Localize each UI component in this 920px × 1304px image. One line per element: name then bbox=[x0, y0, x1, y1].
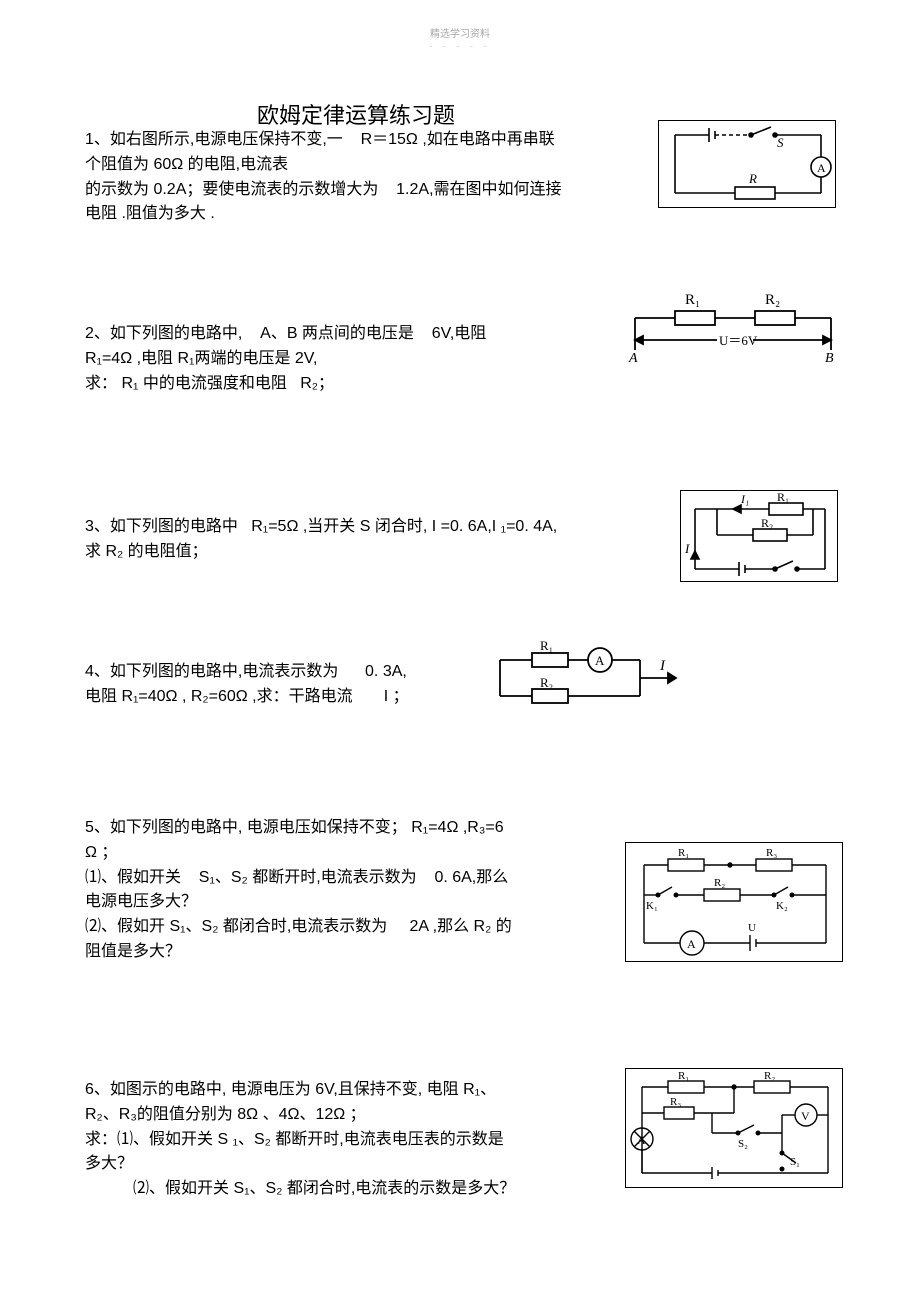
fig3-r2: R₂ bbox=[761, 516, 773, 530]
fig4-i: I bbox=[659, 658, 666, 674]
figure-5: R₁ R₃ R₂ K₁ K₂ U A bbox=[625, 842, 843, 962]
p1-l1a: 1、如右图所示,电源电压保持不变,一 bbox=[85, 131, 343, 148]
fig6-s1: S₁ bbox=[790, 1156, 800, 1168]
p1-l4: 电阻 .阻值为多大 . bbox=[85, 205, 215, 222]
p1-l2: 个阻值为 60Ω 的电阻,电流表 bbox=[85, 156, 288, 173]
p5-l1b: R₁=4Ω ,R₃=6 bbox=[411, 819, 503, 836]
p4-l2b: I ； bbox=[384, 688, 409, 705]
p1-l3a: 的示数为 0.2A；要使电流表的示数增大为 bbox=[85, 181, 378, 198]
problem-6: 6、如图示的电路中, 电源电压为 6V,且保持不变, 电阻 R₁、 R₂、R₃的… bbox=[85, 1078, 605, 1202]
circuit-1-svg: S R A bbox=[659, 121, 837, 209]
p5-l4: 电源电压多大？ bbox=[85, 893, 197, 910]
p6-l3: 求：⑴、假如开关 S ₁、S₂ 都断开时,电流表电压表的示数是 bbox=[85, 1131, 504, 1148]
figure-4: R₁ R₂ A I bbox=[490, 640, 690, 712]
p2-l3a: 求： bbox=[85, 375, 117, 392]
circuit-4-svg: R₁ R₂ A I bbox=[490, 640, 690, 712]
watermark-line1: 精选学习资料 bbox=[430, 28, 491, 41]
p3-l1b: R₁=5Ω ,当开关 S 闭合时, I =0. 6A,I ₁=0. 4A, bbox=[251, 518, 557, 535]
fig2-r1: R₁ bbox=[685, 292, 700, 308]
p3-l1a: 3、如下列图的电路中 bbox=[85, 518, 238, 535]
p2-l3c: R₂； bbox=[300, 375, 334, 392]
fig5-k1: K₁ bbox=[646, 900, 658, 912]
problem-1: 1、如右图所示,电源电压保持不变,一 R＝15Ω ,如在电路中再串联 个阻值为 … bbox=[85, 128, 645, 227]
fig6-v: V bbox=[801, 1109, 810, 1123]
fig5-r3: R₃ bbox=[766, 847, 777, 859]
p4-l1a: 4、如下列图的电路中,电流表示数为 bbox=[85, 663, 338, 680]
header-watermark: 精选学习资料 - - - - - bbox=[430, 28, 491, 53]
fig1-label-a: A bbox=[817, 161, 826, 175]
fig4-r1: R₁ bbox=[540, 640, 553, 653]
figure-3: I₁ R₁ R₂ I bbox=[680, 490, 838, 582]
fig4-a: A bbox=[595, 653, 605, 668]
fig2-u: U＝6V bbox=[719, 333, 758, 348]
figure-2: R₁ R₂ U＝6V A B bbox=[625, 290, 841, 368]
fig3-r1: R₁ bbox=[777, 491, 789, 504]
p5-l3b: S₁、S₂ 都断开时,电流表示数为 bbox=[199, 869, 417, 886]
p5-l6: 阻值是多大？ bbox=[85, 943, 181, 960]
p2-l1a: 2、如下列图的电路中, bbox=[85, 325, 242, 342]
problem-2: 2、如下列图的电路中, A、B 两点间的电压是 6V,电阻 R₁=4Ω ,电阻 … bbox=[85, 322, 615, 396]
p5-l1: 5、如下列图的电路中, 电源电压如保持不变； bbox=[85, 819, 407, 836]
p5-l3c: 0. 6A,那么 bbox=[434, 869, 508, 886]
fig6-r2: R₂ bbox=[764, 1070, 775, 1082]
figure-1: S R A bbox=[658, 120, 836, 208]
fig5-k2: K₂ bbox=[776, 900, 788, 912]
fig3-i: I bbox=[684, 541, 690, 556]
page-title: 欧姆定律运算练习题 bbox=[257, 98, 455, 130]
problem-3: 3、如下列图的电路中 R₁=5Ω ,当开关 S 闭合时, I =0. 6A,I … bbox=[85, 515, 645, 565]
p1-l3b: 1.2A,需在图中如何连接 bbox=[396, 181, 561, 198]
circuit-5-svg: R₁ R₃ R₂ K₁ K₂ U A bbox=[626, 843, 844, 963]
circuit-2-svg: R₁ R₂ U＝6V A B bbox=[625, 290, 841, 368]
fig6-r3: R₃ bbox=[670, 1096, 681, 1108]
fig5-r2: R₂ bbox=[714, 877, 725, 889]
fig3-i1: I₁ bbox=[740, 492, 749, 506]
fig5-r1: R₁ bbox=[678, 847, 689, 859]
figure-6: R₁ R₂ R₃ S₂ S₁ V A bbox=[625, 1068, 843, 1188]
problem-4: 4、如下列图的电路中,电流表示数为 0. 3A, 电阻 R₁=40Ω , R₂=… bbox=[85, 660, 485, 710]
p6-l4: 多大？ bbox=[85, 1155, 133, 1172]
fig2-a: A bbox=[628, 351, 638, 366]
circuit-3-svg: I₁ R₁ R₂ I bbox=[681, 491, 839, 583]
fig1-label-r: R bbox=[748, 171, 757, 186]
fig4-r2: R₂ bbox=[540, 675, 553, 690]
p4-l2a: 电阻 R₁=40Ω , R₂=60Ω ,求：干路电流 bbox=[85, 688, 353, 705]
p2-l1b: A、B 两点间的电压是 bbox=[260, 325, 414, 342]
p5-l2: Ω ； bbox=[85, 844, 117, 861]
p4-l1b: 0. 3A, bbox=[365, 663, 407, 680]
p2-l2: R₁=4Ω ,电阻 R₁两端的电压是 2V, bbox=[85, 350, 317, 367]
p2-l1c: 6V,电阻 bbox=[432, 325, 487, 342]
fig6-s2: S₂ bbox=[738, 1138, 748, 1150]
circuit-6-svg: R₁ R₂ R₃ S₂ S₁ V A bbox=[626, 1069, 844, 1189]
p1-l1b: R＝15Ω ,如在电路中再串联 bbox=[361, 131, 555, 148]
fig5-a: A bbox=[687, 937, 696, 951]
p3-l2: 求 R₂ 的电阻值； bbox=[85, 543, 208, 560]
p5-l5b: 2A ,那么 R₂ 的 bbox=[410, 918, 512, 935]
fig6-r1: R₁ bbox=[678, 1070, 689, 1082]
fig6-a: A bbox=[637, 1133, 646, 1147]
fig2-r2: R₂ bbox=[765, 292, 780, 308]
p5-l3a: ⑴、假如开关 bbox=[85, 869, 181, 886]
p6-l5: ⑵、假如开关 S₁、S₂ 都闭合时,电流表的示数是多大？ bbox=[133, 1180, 515, 1197]
p2-l3b: R₁ 中的电流强度和电阻 bbox=[121, 375, 286, 392]
fig5-u: U bbox=[748, 922, 756, 934]
p6-l1: 6、如图示的电路中, 电源电压为 6V,且保持不变, 电阻 R₁、 bbox=[85, 1081, 496, 1098]
p6-indent bbox=[85, 1180, 133, 1197]
problem-5: 5、如下列图的电路中, 电源电压如保持不变； R₁=4Ω ,R₃=6 Ω ； ⑴… bbox=[85, 816, 605, 965]
watermark-line2: - - - - - bbox=[430, 41, 491, 53]
p6-l2: R₂、R₃的阻值分别为 8Ω 、4Ω、12Ω ； bbox=[85, 1106, 366, 1123]
fig2-b: B bbox=[825, 351, 834, 366]
fig1-label-s: S bbox=[777, 135, 784, 150]
p5-l5a: ⑵、假如开 S₁、S₂ 都闭合时,电流表示数为 bbox=[85, 918, 387, 935]
